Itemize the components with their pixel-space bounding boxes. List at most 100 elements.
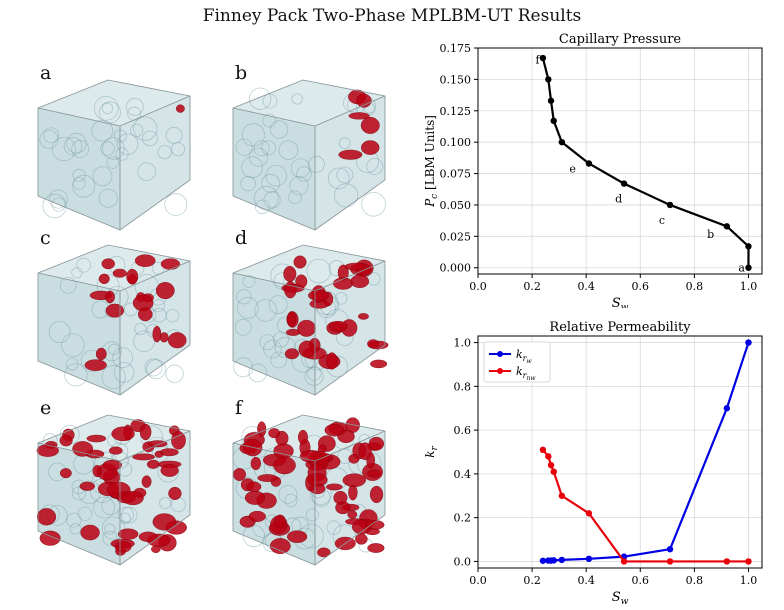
panel-label-e: e xyxy=(40,397,52,419)
x-tick-label: 0.8 xyxy=(686,574,704,587)
x-tick-label: 0.2 xyxy=(523,574,541,587)
pore-circle xyxy=(117,506,134,523)
relative-permeability-chart: 0.0 0.2 0.4 0.6 0.8 1.0 0.0 0.2 0.4 0.6 0.8 1.0 Rela… xyxy=(423,320,763,607)
krw-point xyxy=(745,339,752,346)
nonwetting-blob xyxy=(367,543,385,553)
pore-circle xyxy=(336,166,354,184)
pore-circle xyxy=(93,95,119,121)
nonwetting-blob xyxy=(297,319,316,337)
nonwetting-blob xyxy=(369,485,384,504)
y-axis-label-main: k xyxy=(423,451,437,458)
nonwetting-blob xyxy=(122,491,144,506)
pore-circle xyxy=(100,141,115,156)
y-axis-label-sub: c xyxy=(430,194,440,199)
y-axis-label-sub: r xyxy=(430,446,440,451)
nonwetting-blob xyxy=(284,348,300,360)
pore-circle xyxy=(165,364,184,383)
nonwetting-blob xyxy=(175,104,185,113)
y-tick-label: 0.075 xyxy=(440,168,472,181)
nonwetting-blob xyxy=(295,274,308,289)
pore-circle xyxy=(278,140,299,160)
panel-label-c: c xyxy=(40,227,51,249)
pore-circle xyxy=(133,330,155,353)
nonwetting-blob xyxy=(274,514,286,528)
panel-label-f: f xyxy=(235,397,243,419)
pore-circle xyxy=(120,506,138,524)
nonwetting-blob xyxy=(326,483,343,491)
nonwetting-blob xyxy=(293,255,307,269)
nonwetting-blob xyxy=(95,347,107,361)
krnw-point xyxy=(723,558,731,565)
pore-cube-a xyxy=(36,79,192,231)
pore-circle xyxy=(171,142,186,157)
nonwetting-blob xyxy=(367,469,382,478)
pore-circle xyxy=(326,520,342,535)
pore-circle xyxy=(51,197,66,212)
pore-circle xyxy=(255,199,270,215)
y-axis-label-main: P xyxy=(423,198,437,208)
cube-edge xyxy=(37,272,121,292)
pore-circle xyxy=(334,292,348,305)
krnw-point xyxy=(547,461,555,469)
x-tick-label: 1.0 xyxy=(740,574,758,587)
nonwetting-blob xyxy=(348,112,370,120)
nonwetting-blob xyxy=(59,468,72,479)
nonwetting-blob xyxy=(112,268,127,278)
cube-edge xyxy=(232,414,304,444)
y-tick-label: 0.000 xyxy=(440,262,472,275)
cube-edge xyxy=(119,95,191,127)
pore-circle xyxy=(48,189,68,209)
pore-circle xyxy=(66,512,82,528)
legend-label-krnw: krnw xyxy=(516,365,536,382)
pore-circle xyxy=(165,126,183,144)
pore-circle xyxy=(288,190,302,205)
cube-edge xyxy=(232,360,316,396)
legend-label-main: k xyxy=(516,348,523,361)
nonwetting-blob xyxy=(80,524,100,541)
pore-circle xyxy=(101,102,114,115)
cube-edge xyxy=(107,79,191,97)
pore-circle xyxy=(77,506,93,521)
pore-circle xyxy=(272,331,289,348)
cube-edge xyxy=(37,530,121,566)
x-tick-label: 0.0 xyxy=(469,280,487,293)
krw-point xyxy=(550,557,557,564)
nonwetting-blob xyxy=(244,490,265,505)
pore-circle xyxy=(157,145,172,160)
pore-circle xyxy=(366,157,384,175)
pore-circle xyxy=(51,136,77,162)
nonwetting-blob xyxy=(141,475,152,488)
nonwetting-blob xyxy=(98,273,110,285)
krnw-point xyxy=(558,492,566,499)
pore-circle xyxy=(71,267,83,279)
pore-circle xyxy=(241,156,264,179)
nonwetting-blob xyxy=(126,268,139,285)
cube-edge xyxy=(119,260,191,292)
krnw-point xyxy=(620,558,628,565)
legend-marker-krw xyxy=(497,351,503,357)
nonwetting-blob xyxy=(358,442,372,461)
nonwetting-blob xyxy=(160,464,179,477)
nonwetting-blob xyxy=(168,486,182,500)
legend-label-main: k xyxy=(516,365,523,378)
pore-circle xyxy=(253,140,270,157)
cube-edge xyxy=(37,360,121,396)
cube-edge xyxy=(314,344,386,396)
pc-point xyxy=(745,264,752,271)
cube-edge xyxy=(37,414,109,444)
legend-label-subsub: w xyxy=(527,358,533,365)
pore-circle xyxy=(48,321,71,344)
nonwetting-blob xyxy=(298,429,308,445)
pore-circle xyxy=(248,147,269,167)
nonwetting-blob xyxy=(350,274,370,289)
pore-circle xyxy=(274,336,297,359)
y-tick-label: 1.0 xyxy=(454,337,472,350)
pore-circle xyxy=(102,137,125,160)
cube-left-face xyxy=(37,272,121,396)
pore-circle xyxy=(262,93,278,109)
pore-circle xyxy=(137,162,156,181)
pore-circle xyxy=(69,523,82,535)
nonwetting-blob xyxy=(171,431,186,450)
annotation-b: b xyxy=(707,228,714,241)
nonwetting-blob xyxy=(370,359,388,369)
